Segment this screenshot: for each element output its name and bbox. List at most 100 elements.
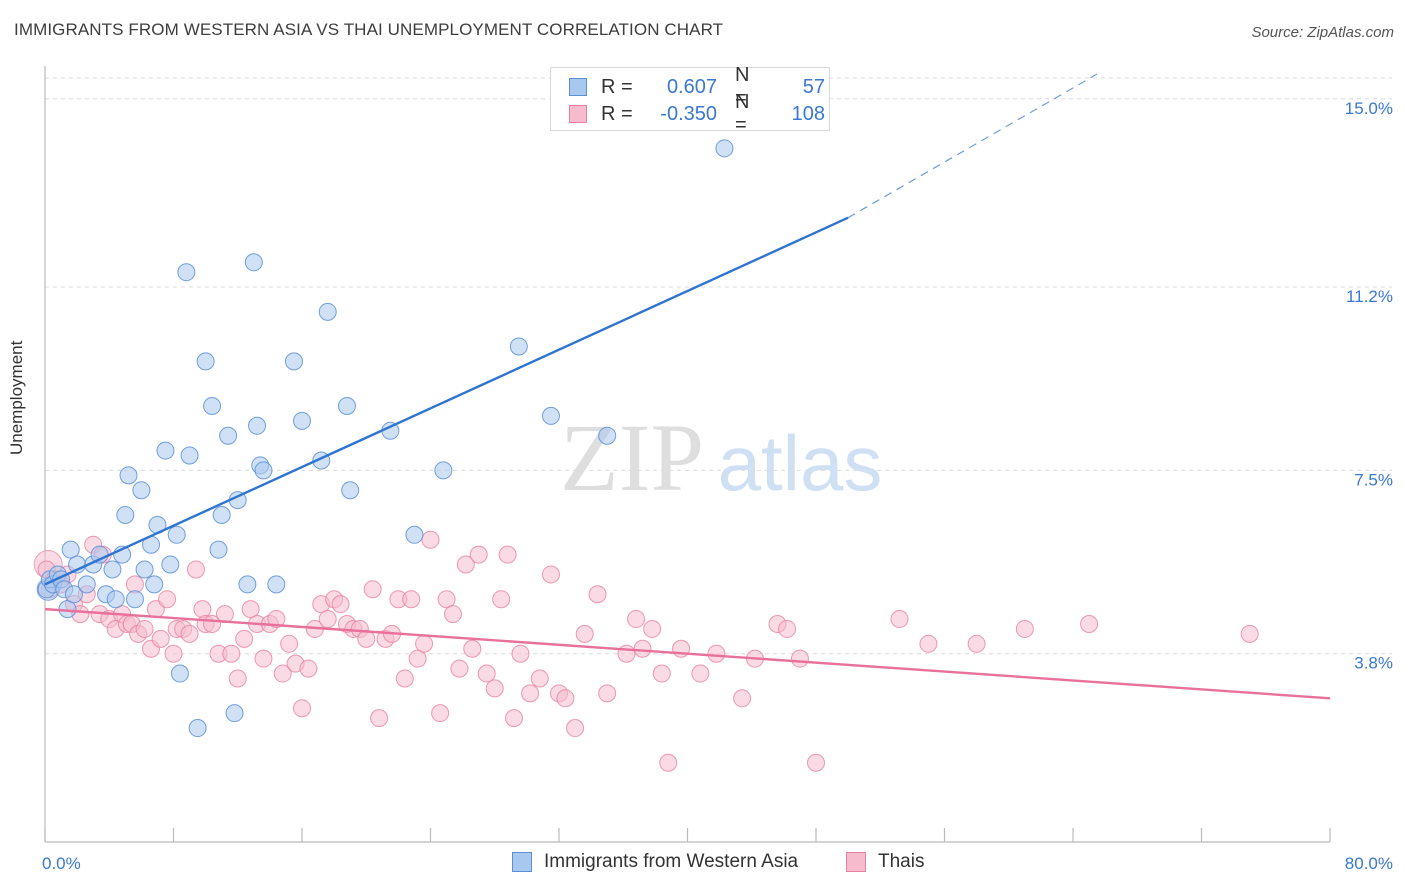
data-point xyxy=(652,664,671,683)
data-point xyxy=(209,540,228,559)
data-point xyxy=(228,669,247,688)
legend-swatch-blue xyxy=(569,78,587,96)
data-point xyxy=(238,575,257,594)
data-point xyxy=(633,639,652,658)
axes xyxy=(44,66,1331,843)
data-point xyxy=(556,689,575,708)
legend-row-western-asia: R = 0.607 N = 57 xyxy=(569,64,825,109)
x-tick-label: 0.0% xyxy=(42,854,81,873)
data-point xyxy=(627,610,646,629)
data-point xyxy=(203,396,222,415)
data-point xyxy=(505,709,524,728)
data-point xyxy=(267,575,286,594)
data-point xyxy=(293,699,311,718)
data-point xyxy=(77,575,96,594)
data-point xyxy=(273,664,292,683)
n-label: N = xyxy=(735,64,750,109)
data-point xyxy=(807,753,825,772)
data-point xyxy=(212,505,231,524)
data-point xyxy=(293,411,311,430)
legend-swatch-pink xyxy=(569,105,587,123)
y-tick-label: 7.5% xyxy=(1354,470,1393,489)
data-point xyxy=(267,610,286,629)
data-point xyxy=(575,624,594,643)
data-point xyxy=(421,530,440,549)
data-point xyxy=(919,634,938,653)
data-point xyxy=(331,595,350,614)
trend-line-western-asia xyxy=(44,216,849,586)
data-point xyxy=(186,560,205,579)
watermark-atlas: atlas xyxy=(718,419,883,507)
data-point xyxy=(254,649,273,668)
data-point xyxy=(598,684,617,703)
data-point xyxy=(617,644,636,663)
data-point xyxy=(170,664,189,683)
data-point xyxy=(415,634,434,653)
data-point xyxy=(158,590,177,609)
data-point xyxy=(715,139,734,158)
data-point xyxy=(643,619,662,638)
data-point xyxy=(132,481,151,500)
data-point xyxy=(530,669,549,688)
data-point xyxy=(370,709,389,728)
data-point xyxy=(341,481,360,500)
data-point xyxy=(116,505,135,524)
data-point xyxy=(402,590,421,609)
y-axis-label: Unemployment xyxy=(7,340,26,455)
n-value: 108 xyxy=(791,102,825,125)
data-point xyxy=(733,689,752,708)
trend-lines xyxy=(44,73,1331,700)
data-point xyxy=(456,555,475,574)
data-point xyxy=(188,719,207,738)
data-point xyxy=(318,302,337,321)
data-point xyxy=(135,560,154,579)
legend-item-thais[interactable]: Thais xyxy=(846,851,924,873)
data-point xyxy=(463,639,482,658)
data-point xyxy=(235,629,254,648)
data-point xyxy=(1080,614,1099,633)
data-point xyxy=(244,253,263,272)
chart-title: IMMIGRANTS FROM WESTERN ASIA VS THAI UNE… xyxy=(14,20,724,39)
data-point xyxy=(1240,624,1259,643)
data-point xyxy=(790,649,809,668)
data-point xyxy=(241,600,260,619)
data-point xyxy=(443,605,462,624)
data-point xyxy=(521,684,540,703)
source-label: Source: ZipAtlas.com xyxy=(1251,24,1394,41)
r-label: R = xyxy=(601,102,633,125)
data-point xyxy=(180,446,199,465)
data-point xyxy=(588,585,607,604)
legend-item-western-asia[interactable]: Immigrants from Western Asia xyxy=(512,851,798,873)
western-asia-points xyxy=(36,139,734,738)
data-point xyxy=(318,610,337,629)
trend-line-western-asia-extension xyxy=(847,73,1098,219)
data-point xyxy=(1015,619,1034,638)
r-value: -0.350 xyxy=(660,102,717,125)
data-point xyxy=(222,644,241,663)
data-point xyxy=(659,753,678,772)
y-tick-label: 15.0% xyxy=(1345,99,1393,118)
data-point xyxy=(61,540,80,559)
data-point xyxy=(248,416,267,435)
data-point xyxy=(180,624,199,643)
data-point xyxy=(167,525,186,544)
watermark: ZIP atlas xyxy=(560,404,882,511)
data-point xyxy=(145,575,164,594)
data-point xyxy=(408,649,427,668)
data-point xyxy=(363,580,382,599)
data-point xyxy=(598,426,617,445)
data-point xyxy=(511,644,530,663)
data-point xyxy=(337,396,356,415)
legend-swatch-pink xyxy=(846,852,866,872)
data-point xyxy=(177,263,196,282)
data-point xyxy=(164,644,183,663)
legend-label: Immigrants from Western Asia xyxy=(544,851,799,872)
data-point xyxy=(431,704,450,723)
data-point xyxy=(395,669,414,688)
y-tick-label: 11.2% xyxy=(1346,287,1393,306)
data-point xyxy=(890,610,909,629)
legend-label: Thais xyxy=(878,851,925,872)
trend-line-thais xyxy=(44,607,1331,700)
data-point xyxy=(434,461,453,480)
watermark-zip: ZIP xyxy=(560,404,704,511)
